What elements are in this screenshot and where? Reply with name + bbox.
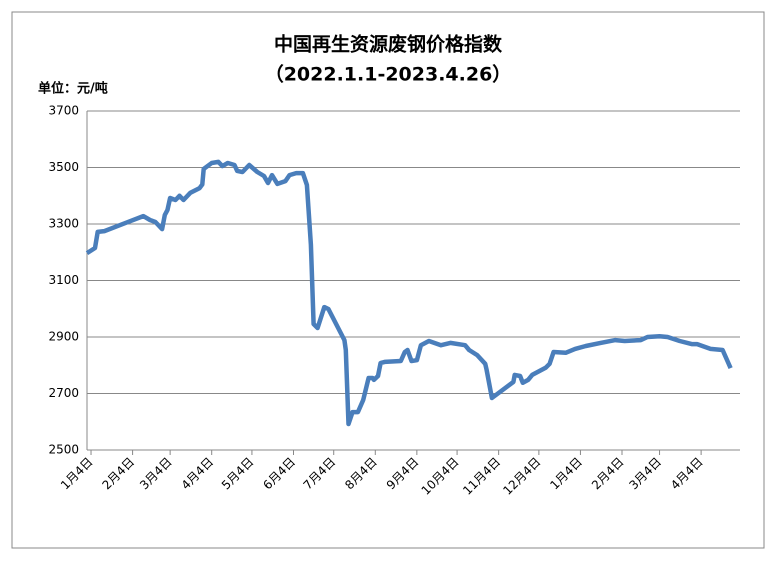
- y-tick-label: 3700: [48, 104, 79, 118]
- y-tick-label: 2900: [48, 330, 79, 344]
- y-tick-label: 3500: [48, 160, 79, 174]
- chart-title: 中国再生资源废钢价格指数: [274, 33, 503, 56]
- y-tick-label: 2700: [48, 386, 79, 400]
- y-axis-label: 单位：元/吨: [38, 81, 108, 97]
- y-tick-label: 3300: [48, 217, 79, 231]
- data-line: [85, 159, 733, 427]
- y-tick-label: 2500: [48, 443, 79, 457]
- y-tick-label: 3100: [48, 273, 79, 287]
- chart-subtitle: （2022.1.1-2023.4.26）: [265, 63, 512, 86]
